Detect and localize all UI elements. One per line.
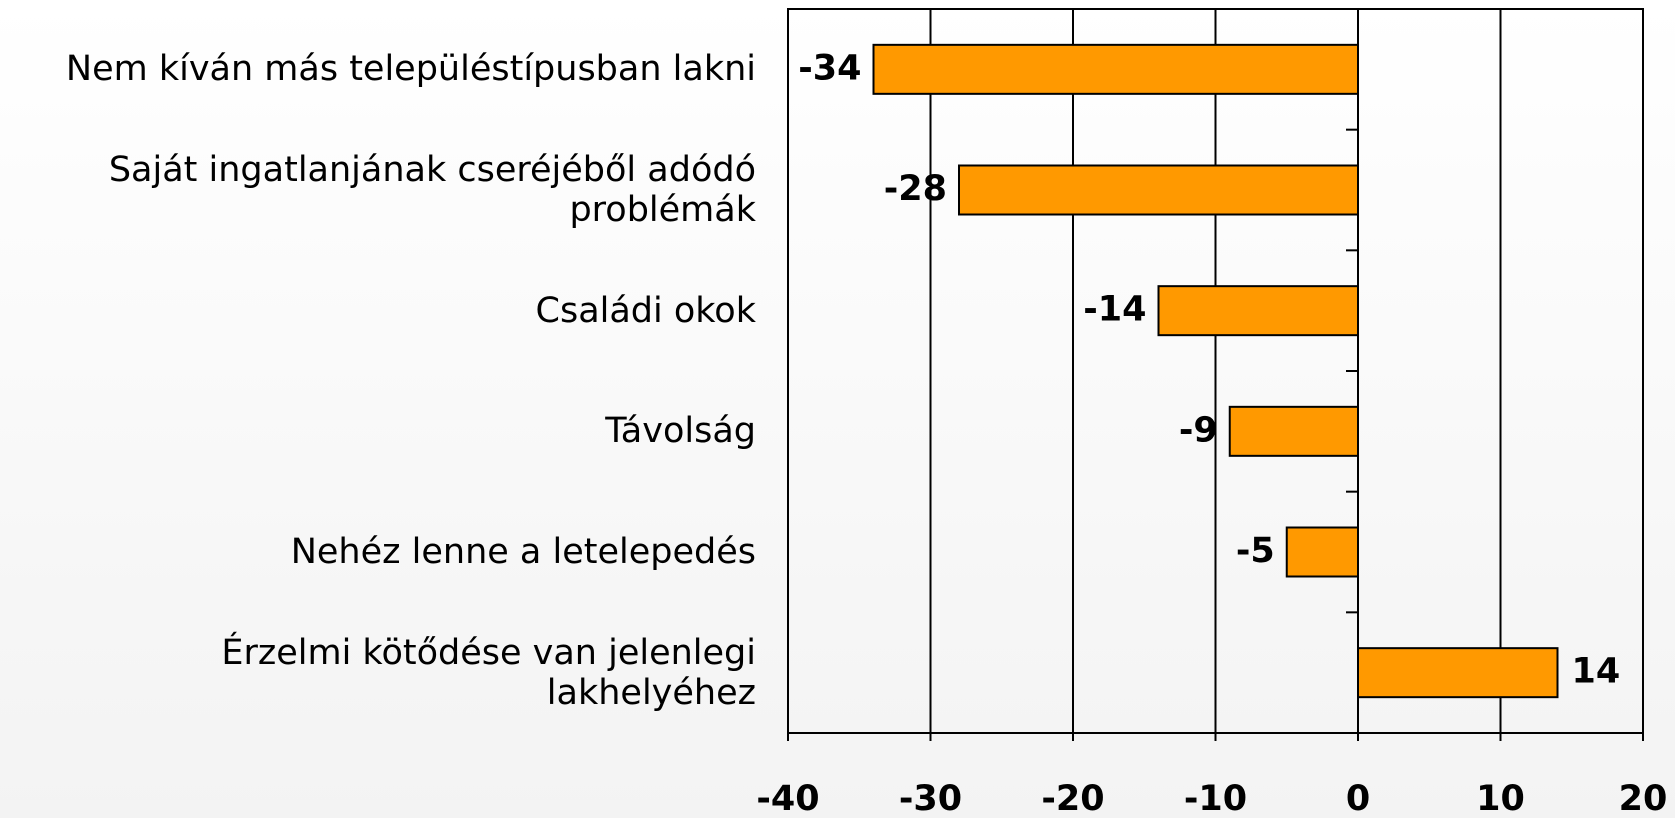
- category-label: Nem kíván más településtípusban lakni: [65, 49, 756, 90]
- x-tick-label: 20: [1619, 779, 1668, 818]
- category-label: Távolság: [605, 411, 756, 452]
- x-tick-label: 10: [1476, 779, 1525, 818]
- data-label: -9: [1179, 410, 1218, 450]
- bar: [1285, 526, 1359, 578]
- category-label: Családi okok: [535, 290, 756, 331]
- x-tick-label: -40: [756, 779, 819, 818]
- bar: [872, 43, 1359, 95]
- category-label: Nehéz lenne a letelepedés: [290, 532, 756, 572]
- x-tick-label: -10: [1184, 779, 1247, 818]
- x-tick-label: 0: [1346, 779, 1370, 818]
- data-label: 14: [1572, 652, 1621, 692]
- x-tick-label: -30: [899, 779, 962, 818]
- bar: [1228, 405, 1359, 457]
- category-label: Érzelmi kötődése van jelenlegi lakhelyéh…: [221, 632, 756, 713]
- x-tick-label: -20: [1041, 779, 1104, 818]
- category-label: Saját ingatlanjának cseréjéből adódó pro…: [108, 150, 756, 230]
- plot-frame: [787, 8, 1644, 734]
- data-label: -5: [1236, 531, 1275, 571]
- bar: [1357, 647, 1559, 699]
- bar: [1157, 285, 1359, 337]
- bar: [958, 164, 1359, 216]
- data-label: -14: [1083, 290, 1146, 330]
- data-label: -34: [798, 48, 861, 88]
- data-label: -28: [884, 169, 947, 209]
